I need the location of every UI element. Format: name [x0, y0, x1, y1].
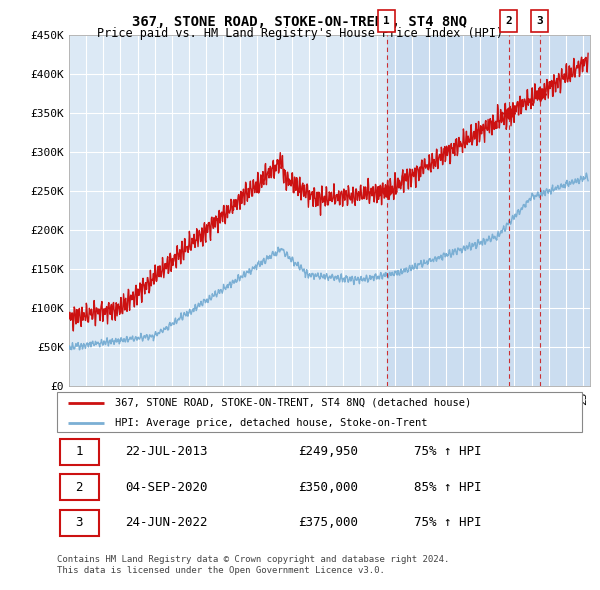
Text: 2: 2	[505, 17, 512, 26]
FancyBboxPatch shape	[59, 510, 99, 536]
Text: 2: 2	[76, 481, 83, 494]
Text: 75% ↑ HPI: 75% ↑ HPI	[414, 516, 482, 529]
Text: 24-JUN-2022: 24-JUN-2022	[125, 516, 208, 529]
Text: 1: 1	[383, 17, 390, 26]
FancyBboxPatch shape	[59, 474, 99, 500]
Text: This data is licensed under the Open Government Licence v3.0.: This data is licensed under the Open Gov…	[57, 566, 385, 575]
Text: 367, STONE ROAD, STOKE-ON-TRENT, ST4 8NQ: 367, STONE ROAD, STOKE-ON-TRENT, ST4 8NQ	[133, 15, 467, 29]
Text: 3: 3	[536, 17, 543, 26]
Text: 85% ↑ HPI: 85% ↑ HPI	[414, 481, 482, 494]
Text: 75% ↑ HPI: 75% ↑ HPI	[414, 445, 482, 458]
Text: £249,950: £249,950	[299, 445, 359, 458]
Text: Contains HM Land Registry data © Crown copyright and database right 2024.: Contains HM Land Registry data © Crown c…	[57, 555, 449, 563]
Text: 22-JUL-2013: 22-JUL-2013	[125, 445, 208, 458]
FancyBboxPatch shape	[57, 392, 582, 432]
Text: 04-SEP-2020: 04-SEP-2020	[125, 481, 208, 494]
Text: HPI: Average price, detached house, Stoke-on-Trent: HPI: Average price, detached house, Stok…	[115, 418, 427, 428]
Text: 367, STONE ROAD, STOKE-ON-TRENT, ST4 8NQ (detached house): 367, STONE ROAD, STOKE-ON-TRENT, ST4 8NQ…	[115, 398, 471, 408]
Bar	[387, 35, 590, 386]
Text: £375,000: £375,000	[299, 516, 359, 529]
Text: £350,000: £350,000	[299, 481, 359, 494]
Text: 3: 3	[76, 516, 83, 529]
Text: Price paid vs. HM Land Registry's House Price Index (HPI): Price paid vs. HM Land Registry's House …	[97, 27, 503, 40]
FancyBboxPatch shape	[59, 439, 99, 465]
Text: 1: 1	[76, 445, 83, 458]
